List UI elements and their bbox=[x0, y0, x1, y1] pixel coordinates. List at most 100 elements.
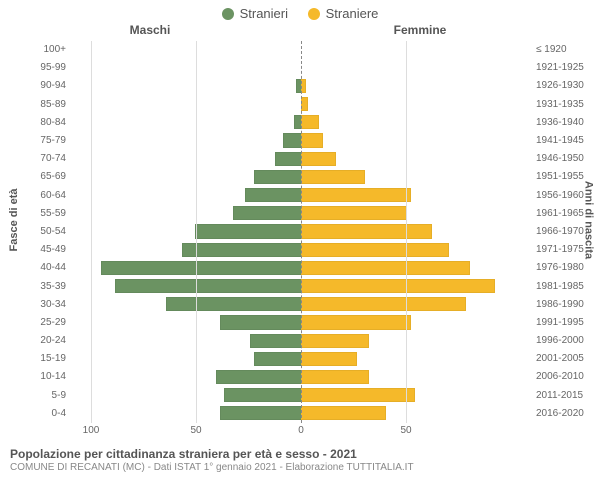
bar-female bbox=[301, 152, 336, 166]
age-label: 40-44 bbox=[32, 262, 66, 273]
birth-year-label: 2006-2010 bbox=[536, 371, 594, 382]
x-tick-label: 50 bbox=[400, 425, 411, 436]
footer-subtitle: COMUNE DI RECANATI (MC) - Dati ISTAT 1° … bbox=[10, 462, 590, 473]
bar-female bbox=[301, 388, 415, 402]
bar-female bbox=[301, 115, 319, 129]
chart-footer: Popolazione per cittadinanza straniera p… bbox=[0, 443, 600, 473]
bar-female bbox=[301, 406, 386, 420]
age-label: 95-99 bbox=[32, 62, 66, 73]
bar-female bbox=[301, 133, 323, 147]
legend-label: Stranieri bbox=[240, 6, 288, 21]
circle-icon bbox=[308, 8, 320, 20]
birth-year-label: 1986-1990 bbox=[536, 299, 594, 310]
population-pyramid-chart: Stranieri Straniere Maschi Femmine Fasce… bbox=[0, 0, 600, 500]
age-label: 35-39 bbox=[32, 281, 66, 292]
birth-year-label: 1996-2000 bbox=[536, 335, 594, 346]
bar-female bbox=[301, 97, 308, 111]
birth-year-label: 1946-1950 bbox=[536, 153, 594, 164]
footer-title: Popolazione per cittadinanza straniera p… bbox=[10, 447, 590, 461]
bar-male bbox=[195, 224, 301, 238]
x-tick-label: 0 bbox=[298, 425, 304, 436]
birth-year-label: 1991-1995 bbox=[536, 317, 594, 328]
birth-year-label: 1951-1955 bbox=[536, 171, 594, 182]
bar-male bbox=[101, 261, 302, 275]
gridline bbox=[406, 41, 407, 423]
age-label: 10-14 bbox=[32, 371, 66, 382]
age-label: 45-49 bbox=[32, 244, 66, 255]
x-tick-label: 50 bbox=[190, 425, 201, 436]
birth-year-label: 1931-1935 bbox=[536, 99, 594, 110]
age-label: 55-59 bbox=[32, 208, 66, 219]
bar-male bbox=[250, 334, 301, 348]
age-label: 20-24 bbox=[32, 335, 66, 346]
header-male: Maschi bbox=[0, 23, 300, 37]
age-label: 30-34 bbox=[32, 299, 66, 310]
bar-female bbox=[301, 206, 407, 220]
age-label: 15-19 bbox=[32, 353, 66, 364]
bar-female bbox=[301, 315, 411, 329]
bar-male bbox=[283, 133, 301, 147]
bar-female bbox=[301, 334, 369, 348]
x-axis: 100 50 0 50 bbox=[70, 423, 532, 443]
bar-female bbox=[301, 370, 369, 384]
bar-male bbox=[220, 406, 301, 420]
bar-male bbox=[224, 388, 301, 402]
birth-year-label: 1981-1985 bbox=[536, 281, 594, 292]
age-label: 70-74 bbox=[32, 153, 66, 164]
age-label: 50-54 bbox=[32, 226, 66, 237]
bar-female bbox=[301, 279, 495, 293]
bar-female bbox=[301, 188, 411, 202]
age-label: 100+ bbox=[32, 44, 66, 55]
age-label: 0-4 bbox=[32, 408, 66, 419]
legend-label: Straniere bbox=[326, 6, 379, 21]
birth-year-label: 1926-1930 bbox=[536, 80, 594, 91]
bar-male bbox=[216, 370, 301, 384]
bar-female bbox=[301, 261, 470, 275]
age-label: 25-29 bbox=[32, 317, 66, 328]
circle-icon bbox=[222, 8, 234, 20]
center-line bbox=[301, 41, 302, 423]
bar-male bbox=[254, 170, 301, 184]
bar-male bbox=[166, 297, 301, 311]
birth-year-label: 1966-1970 bbox=[536, 226, 594, 237]
birth-year-label: 2001-2005 bbox=[536, 353, 594, 364]
age-label: 65-69 bbox=[32, 171, 66, 182]
bar-male bbox=[115, 279, 301, 293]
gridline bbox=[196, 41, 197, 423]
bar-female bbox=[301, 243, 449, 257]
age-label: 75-79 bbox=[32, 135, 66, 146]
birth-year-label: 1971-1975 bbox=[536, 244, 594, 255]
age-label: 85-89 bbox=[32, 99, 66, 110]
bar-male bbox=[182, 243, 301, 257]
bar-female bbox=[301, 297, 466, 311]
bar-female bbox=[301, 170, 365, 184]
age-label: 60-64 bbox=[32, 190, 66, 201]
age-label: 90-94 bbox=[32, 80, 66, 91]
bar-female bbox=[301, 352, 357, 366]
birth-year-label: 1976-1980 bbox=[536, 262, 594, 273]
birth-year-label: 1936-1940 bbox=[536, 117, 594, 128]
age-label: 5-9 bbox=[32, 390, 66, 401]
bar-male bbox=[294, 115, 301, 129]
legend: Stranieri Straniere bbox=[0, 0, 600, 23]
birth-year-label: 1956-1960 bbox=[536, 190, 594, 201]
legend-item-female: Straniere bbox=[308, 6, 379, 21]
bar-male bbox=[275, 152, 301, 166]
gridline bbox=[91, 41, 92, 423]
header-female: Femmine bbox=[300, 23, 540, 37]
bar-male bbox=[233, 206, 301, 220]
birth-year-label: 1961-1965 bbox=[536, 208, 594, 219]
birth-year-label: 2011-2015 bbox=[536, 390, 594, 401]
age-label: 80-84 bbox=[32, 117, 66, 128]
x-tick-label: 100 bbox=[83, 425, 100, 436]
birth-year-label: 1941-1945 bbox=[536, 135, 594, 146]
bar-male bbox=[245, 188, 301, 202]
column-headers: Maschi Femmine bbox=[0, 23, 600, 41]
birth-year-label: ≤ 1920 bbox=[536, 44, 594, 55]
bar-male bbox=[220, 315, 301, 329]
plot-area: 100+≤ 192095-991921-192590-941926-193085… bbox=[70, 41, 532, 423]
bar-female bbox=[301, 224, 432, 238]
bar-male bbox=[254, 352, 301, 366]
birth-year-label: 2016-2020 bbox=[536, 408, 594, 419]
y-axis-title-left: Fasce di età bbox=[8, 189, 20, 252]
